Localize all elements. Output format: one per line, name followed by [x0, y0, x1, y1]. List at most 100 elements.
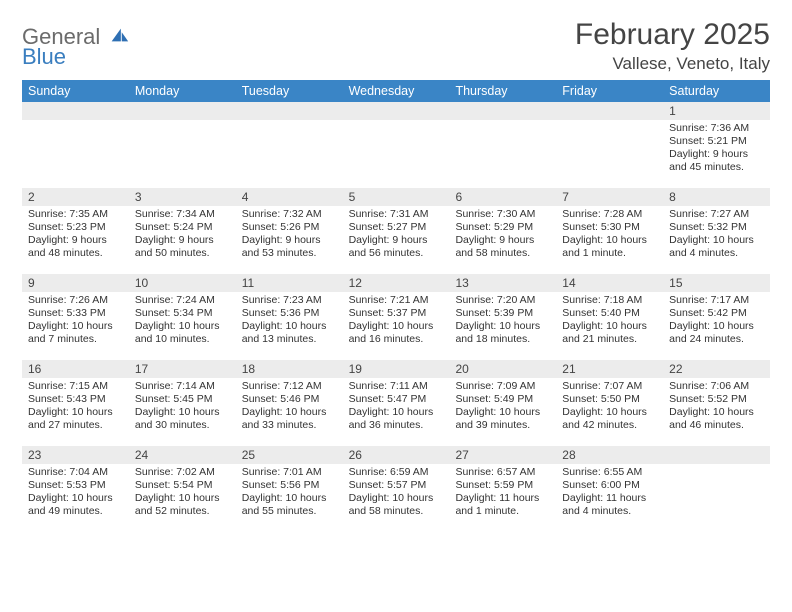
daylight-line-1: Daylight: 9 hours [349, 234, 444, 247]
day-number [663, 446, 770, 464]
day-body [343, 120, 450, 182]
sunset-line: Sunset: 5:33 PM [28, 307, 123, 320]
day-body: Sunrise: 7:28 AMSunset: 5:30 PMDaylight:… [556, 206, 663, 267]
day-cell: 15Sunrise: 7:17 AMSunset: 5:42 PMDayligh… [663, 274, 770, 360]
daylight-line-2: and 48 minutes. [28, 247, 123, 260]
weekday-header: Saturday [663, 80, 770, 102]
day-body: Sunrise: 7:01 AMSunset: 5:56 PMDaylight:… [236, 464, 343, 525]
title-block: February 2025 Vallese, Veneto, Italy [575, 18, 770, 74]
day-body: Sunrise: 7:20 AMSunset: 5:39 PMDaylight:… [449, 292, 556, 353]
header: General Blue February 2025 Vallese, Vene… [22, 18, 770, 74]
day-number [22, 102, 129, 120]
sunrise-line: Sunrise: 7:18 AM [562, 294, 657, 307]
daylight-line-1: Daylight: 10 hours [28, 492, 123, 505]
empty-cell [22, 102, 129, 188]
daylight-line-2: and 45 minutes. [669, 161, 764, 174]
sunset-line: Sunset: 5:23 PM [28, 221, 123, 234]
week-row: 16Sunrise: 7:15 AMSunset: 5:43 PMDayligh… [22, 360, 770, 446]
sunset-line: Sunset: 6:00 PM [562, 479, 657, 492]
day-number [556, 102, 663, 120]
day-cell: 6Sunrise: 7:30 AMSunset: 5:29 PMDaylight… [449, 188, 556, 274]
day-body: Sunrise: 7:07 AMSunset: 5:50 PMDaylight:… [556, 378, 663, 439]
daylight-line-2: and 16 minutes. [349, 333, 444, 346]
day-cell: 1Sunrise: 7:36 AMSunset: 5:21 PMDaylight… [663, 102, 770, 188]
day-number: 14 [556, 274, 663, 292]
day-body: Sunrise: 7:36 AMSunset: 5:21 PMDaylight:… [663, 120, 770, 181]
sunset-line: Sunset: 5:45 PM [135, 393, 230, 406]
daylight-line-2: and 24 minutes. [669, 333, 764, 346]
day-cell: 2Sunrise: 7:35 AMSunset: 5:23 PMDaylight… [22, 188, 129, 274]
day-number [129, 102, 236, 120]
day-body: Sunrise: 7:24 AMSunset: 5:34 PMDaylight:… [129, 292, 236, 353]
day-body: Sunrise: 7:02 AMSunset: 5:54 PMDaylight:… [129, 464, 236, 525]
sunset-line: Sunset: 5:59 PM [455, 479, 550, 492]
sunset-line: Sunset: 5:24 PM [135, 221, 230, 234]
daylight-line-2: and 55 minutes. [242, 505, 337, 518]
sunrise-line: Sunrise: 7:14 AM [135, 380, 230, 393]
sunrise-line: Sunrise: 7:07 AM [562, 380, 657, 393]
day-number: 7 [556, 188, 663, 206]
weekday-header: Wednesday [343, 80, 450, 102]
sunrise-line: Sunrise: 7:24 AM [135, 294, 230, 307]
sunrise-line: Sunrise: 7:34 AM [135, 208, 230, 221]
day-number: 11 [236, 274, 343, 292]
day-body: Sunrise: 7:23 AMSunset: 5:36 PMDaylight:… [236, 292, 343, 353]
day-cell: 18Sunrise: 7:12 AMSunset: 5:46 PMDayligh… [236, 360, 343, 446]
daylight-line-2: and 10 minutes. [135, 333, 230, 346]
daylight-line-2: and 21 minutes. [562, 333, 657, 346]
day-body: Sunrise: 6:57 AMSunset: 5:59 PMDaylight:… [449, 464, 556, 525]
day-body: Sunrise: 7:17 AMSunset: 5:42 PMDaylight:… [663, 292, 770, 353]
day-cell: 8Sunrise: 7:27 AMSunset: 5:32 PMDaylight… [663, 188, 770, 274]
weeks-container: 1Sunrise: 7:36 AMSunset: 5:21 PMDaylight… [22, 102, 770, 532]
daylight-line-1: Daylight: 10 hours [135, 320, 230, 333]
day-number: 8 [663, 188, 770, 206]
daylight-line-2: and 42 minutes. [562, 419, 657, 432]
daylight-line-2: and 36 minutes. [349, 419, 444, 432]
sunrise-line: Sunrise: 7:31 AM [349, 208, 444, 221]
day-number: 9 [22, 274, 129, 292]
daylight-line-1: Daylight: 10 hours [135, 492, 230, 505]
day-cell: 27Sunrise: 6:57 AMSunset: 5:59 PMDayligh… [449, 446, 556, 532]
day-number: 4 [236, 188, 343, 206]
sunrise-line: Sunrise: 7:30 AM [455, 208, 550, 221]
daylight-line-2: and 27 minutes. [28, 419, 123, 432]
daylight-line-1: Daylight: 10 hours [242, 492, 337, 505]
sunrise-line: Sunrise: 7:02 AM [135, 466, 230, 479]
brand-logo: General Blue [22, 24, 130, 68]
day-body: Sunrise: 7:12 AMSunset: 5:46 PMDaylight:… [236, 378, 343, 439]
sunset-line: Sunset: 5:46 PM [242, 393, 337, 406]
daylight-line-1: Daylight: 9 hours [242, 234, 337, 247]
daylight-line-2: and 4 minutes. [562, 505, 657, 518]
daylight-line-2: and 46 minutes. [669, 419, 764, 432]
sunset-line: Sunset: 5:50 PM [562, 393, 657, 406]
daylight-line-2: and 52 minutes. [135, 505, 230, 518]
sunrise-line: Sunrise: 7:17 AM [669, 294, 764, 307]
sunrise-line: Sunrise: 7:35 AM [28, 208, 123, 221]
day-cell: 24Sunrise: 7:02 AMSunset: 5:54 PMDayligh… [129, 446, 236, 532]
sunrise-line: Sunrise: 7:06 AM [669, 380, 764, 393]
daylight-line-1: Daylight: 9 hours [28, 234, 123, 247]
sunrise-line: Sunrise: 7:11 AM [349, 380, 444, 393]
day-cell: 5Sunrise: 7:31 AMSunset: 5:27 PMDaylight… [343, 188, 450, 274]
daylight-line-2: and 1 minute. [562, 247, 657, 260]
sunrise-line: Sunrise: 6:55 AM [562, 466, 657, 479]
day-body: Sunrise: 7:09 AMSunset: 5:49 PMDaylight:… [449, 378, 556, 439]
sunrise-line: Sunrise: 7:28 AM [562, 208, 657, 221]
sunrise-line: Sunrise: 7:36 AM [669, 122, 764, 135]
day-cell: 13Sunrise: 7:20 AMSunset: 5:39 PMDayligh… [449, 274, 556, 360]
daylight-line-1: Daylight: 9 hours [669, 148, 764, 161]
day-number: 21 [556, 360, 663, 378]
day-cell: 28Sunrise: 6:55 AMSunset: 6:00 PMDayligh… [556, 446, 663, 532]
month-title: February 2025 [575, 18, 770, 52]
day-number: 6 [449, 188, 556, 206]
day-body: Sunrise: 7:06 AMSunset: 5:52 PMDaylight:… [663, 378, 770, 439]
sunset-line: Sunset: 5:42 PM [669, 307, 764, 320]
day-number: 12 [343, 274, 450, 292]
sunrise-line: Sunrise: 7:32 AM [242, 208, 337, 221]
day-body [449, 120, 556, 182]
day-body: Sunrise: 7:18 AMSunset: 5:40 PMDaylight:… [556, 292, 663, 353]
daylight-line-1: Daylight: 10 hours [242, 406, 337, 419]
daylight-line-1: Daylight: 10 hours [349, 492, 444, 505]
day-number [236, 102, 343, 120]
sunrise-line: Sunrise: 6:59 AM [349, 466, 444, 479]
